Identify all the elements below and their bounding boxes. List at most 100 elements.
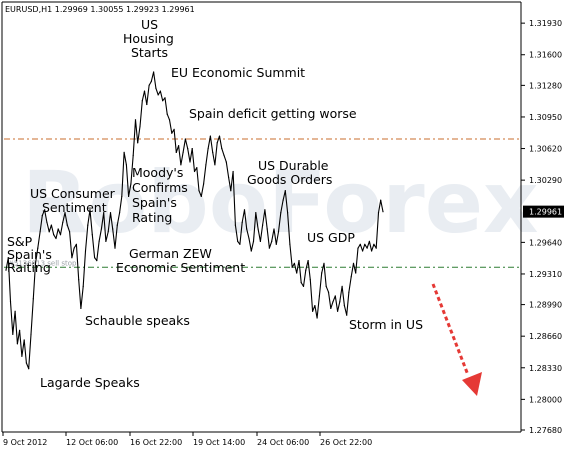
price-point: [64, 212, 66, 214]
annotation-schauble-speaks: Schauble speaks: [85, 313, 190, 328]
price-point: [175, 151, 177, 153]
price-point: [139, 125, 141, 128]
price-point: [280, 212, 282, 214]
price-point: [368, 240, 370, 242]
price-point: [305, 269, 307, 271]
price-point: [98, 240, 100, 242]
price-point: [264, 209, 266, 211]
price-point: [78, 279, 80, 281]
price-point: [5, 269, 7, 271]
current-price-label: 1.29961: [529, 208, 562, 217]
y-tick-label: 1.30290: [529, 176, 562, 185]
price-point: [364, 243, 366, 245]
price-point: [298, 260, 300, 262]
price-point: [327, 291, 330, 293]
y-tick-label: 1.28660: [529, 332, 562, 341]
symbol-header: EURUSD,H1 1.29969 1.30055 1.29923 1.2996…: [5, 5, 195, 14]
price-point: [55, 237, 57, 240]
chart-header: EURUSD,H1 1.29969 1.30055 1.29923 1.2996…: [5, 5, 195, 14]
price-point: [212, 151, 214, 153]
price-point: [100, 228, 102, 230]
price-point: [37, 247, 39, 249]
price-point: [91, 234, 93, 236]
price-point: [89, 209, 91, 211]
price-point: [273, 228, 275, 230]
price-point: [289, 243, 291, 245]
annotation-us-consumer-sentiment: US Consumer Sentiment: [30, 186, 116, 215]
price-point: [150, 80, 152, 83]
price-point: [143, 90, 146, 92]
price-point: [366, 247, 368, 249]
y-tick-label: 1.28000: [529, 395, 562, 404]
price-point: [296, 272, 298, 274]
y-tick-label: 1.31930: [529, 19, 562, 28]
price-point: [66, 224, 68, 226]
price-point: [225, 161, 227, 163]
price-point: [307, 260, 309, 262]
price-point: [130, 183, 132, 185]
price-point: [184, 138, 186, 140]
price-point: [275, 243, 277, 245]
price-point: [50, 224, 53, 226]
y-tick-label: 1.31280: [529, 81, 562, 90]
price-point: [377, 212, 380, 214]
price-point: [32, 298, 34, 300]
price-point: [252, 240, 255, 242]
price-point: [146, 103, 148, 106]
price-point: [189, 161, 191, 163]
x-tick-label: 26 Oct 22:00: [320, 438, 372, 447]
y-tick-label: 1.31600: [529, 51, 562, 60]
price-point: [193, 170, 196, 173]
price-point: [203, 183, 205, 185]
price-point: [87, 224, 89, 226]
price-point: [109, 212, 112, 214]
price-point: [112, 228, 114, 230]
price-point: [287, 212, 289, 214]
price-point: [350, 276, 352, 278]
price-point: [123, 151, 125, 153]
price-point: [321, 272, 323, 274]
price-point: [375, 247, 377, 249]
price-point: [71, 257, 73, 259]
price-point: [255, 212, 257, 214]
price-point: [334, 295, 336, 297]
price-point: [282, 199, 284, 201]
price-point: [166, 113, 168, 115]
price-point: [223, 154, 225, 156]
annotation-lagarde-speaks: Lagarde Speaks: [40, 375, 140, 390]
y-tick-label: 1.28330: [529, 364, 562, 373]
price-point: [34, 262, 37, 264]
price-point: [309, 279, 311, 281]
price-point: [359, 243, 361, 245]
price-point: [48, 231, 50, 233]
price-point: [312, 310, 314, 312]
price-point: [19, 329, 21, 331]
price-point: [94, 257, 96, 259]
price-point: [371, 250, 373, 252]
price-point: [248, 237, 250, 240]
price-point: [53, 234, 55, 236]
series-layer: [5, 71, 384, 370]
x-tick-label: 24 Oct 06:00: [257, 438, 309, 447]
price-point: [103, 212, 105, 214]
price-point: [262, 224, 264, 226]
price-point: [80, 307, 82, 309]
price-point: [196, 167, 198, 169]
price-point: [214, 164, 216, 166]
price-point: [7, 257, 9, 259]
price-point: [62, 221, 64, 223]
price-point: [21, 355, 23, 357]
price-point: [362, 250, 364, 252]
price-point: [318, 295, 320, 297]
price-point: [157, 94, 159, 96]
price-point: [243, 209, 246, 211]
price-point: [241, 221, 243, 223]
price-point: [164, 97, 166, 99]
price-point: [69, 231, 71, 233]
price-point: [73, 247, 75, 249]
price-point: [187, 148, 189, 150]
price-point: [57, 228, 59, 230]
price-point: [230, 190, 232, 192]
price-point: [191, 148, 193, 150]
price-point: [153, 71, 155, 73]
